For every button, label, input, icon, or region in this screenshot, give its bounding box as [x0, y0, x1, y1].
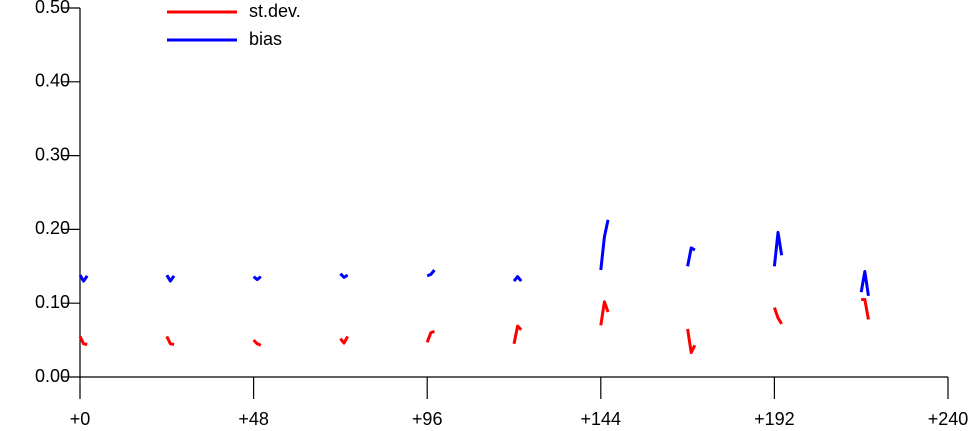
x-tick-label: +144	[581, 409, 622, 429]
x-tick-label: +0	[70, 409, 91, 429]
x-tick-label: +240	[928, 409, 969, 429]
legend-label: bias	[249, 29, 282, 49]
y-tick-label: 0.10	[35, 292, 70, 312]
legend-label: st.dev.	[249, 1, 301, 21]
x-tick-label: +192	[754, 409, 795, 429]
series-line	[78, 298, 870, 355]
y-tick-label: 0.00	[35, 366, 70, 386]
y-tick-label: 0.20	[35, 218, 70, 238]
y-tick-label: 0.50	[35, 0, 70, 17]
series-line	[78, 219, 870, 297]
x-tick-label: +96	[412, 409, 443, 429]
x-tick-label: +48	[238, 409, 269, 429]
y-tick-label: 0.40	[35, 71, 70, 91]
y-tick-label: 0.30	[35, 144, 70, 164]
